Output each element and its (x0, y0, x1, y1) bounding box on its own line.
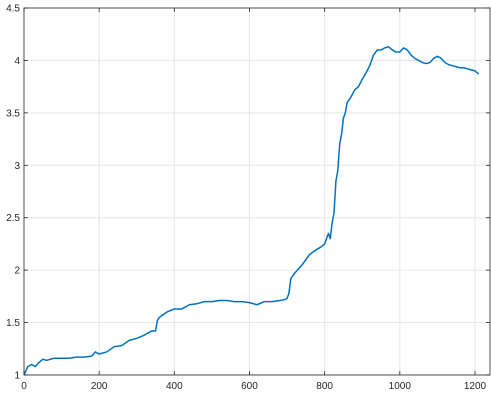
y-tick-label: 1.5 (6, 318, 20, 329)
x-tick-label: 1200 (464, 381, 487, 392)
series-line (23, 46, 480, 376)
y-tick-label: 2.5 (6, 213, 20, 224)
y-tick-label: 3 (14, 161, 20, 172)
y-tick-label: 3.5 (6, 108, 20, 119)
x-tick-label: 1000 (389, 381, 412, 392)
x-tick-label: 800 (316, 381, 333, 392)
y-tick-label: 2 (14, 266, 20, 277)
plot-box (23, 7, 491, 376)
x-tick-label: 400 (166, 381, 183, 392)
y-tick-label: 1 (14, 371, 20, 382)
plot-background (24, 8, 490, 375)
grid (23, 7, 490, 376)
x-tick-label: 200 (91, 381, 108, 392)
x-tick-label: 600 (241, 381, 258, 392)
ticks: 0 200 400 600 800 1000 1200 1 1.5 2 2.5 3 3.5 4 4.5 (6, 4, 490, 392)
y-tick-label: 4.5 (6, 4, 20, 15)
x-tick-label: 0 (21, 381, 27, 392)
y-tick-label: 4 (14, 56, 20, 67)
series-layer (23, 46, 480, 376)
